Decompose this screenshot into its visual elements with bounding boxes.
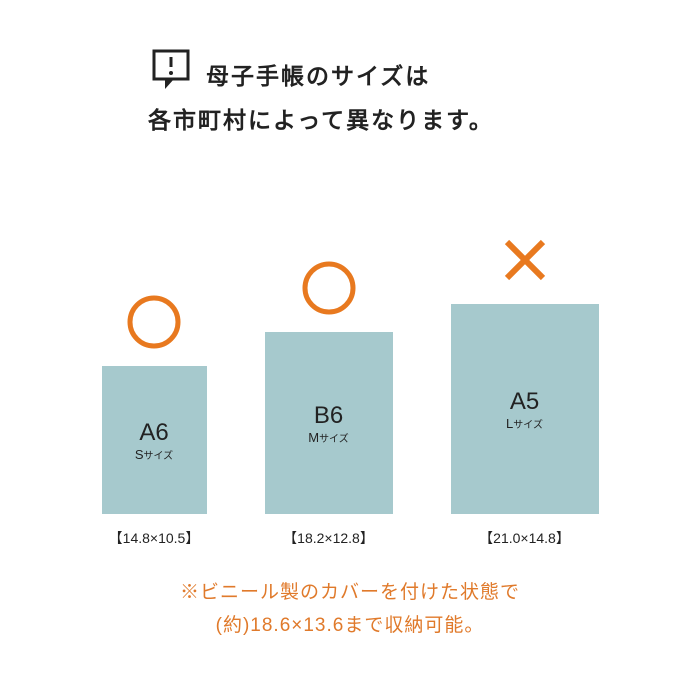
size-row: A6 Sサイズ 【14.8×10.5】 B6 Mサイズ 【18.2×12.8】 … [0,230,700,548]
footnote-line1: ※ビニール製のカバーを付けた状態で [180,582,520,603]
dims: 【18.2×12.8】 [283,528,374,548]
size-col-b6: B6 Mサイズ 【18.2×12.8】 [265,258,393,548]
card-a5: A5 Lサイズ [451,304,599,514]
dims: 【14.8×10.5】 [109,528,200,548]
card-b6: B6 Mサイズ [265,332,393,514]
card-main: B6 [314,402,343,430]
card-sub: Lサイズ [506,416,543,431]
card-sub: Mサイズ [308,430,349,445]
alert-icon [150,49,194,98]
footnote: ※ビニール製のカバーを付けた状態で (約)18.6×13.6まで収納可能。 [0,577,700,642]
card-main: A6 [139,419,168,447]
card-a6: A6 Sサイズ [102,366,207,514]
card-main: A5 [510,388,539,416]
card-sub: Sサイズ [135,447,173,462]
header-line1: 母子手帳のサイズは [206,63,430,89]
size-col-a6: A6 Sサイズ 【14.8×10.5】 [102,292,207,548]
mark-ok-icon [126,292,182,352]
mark-ng-icon [497,230,553,290]
mark-ok-icon [301,258,357,318]
footnote-line2: (約)18.6×13.6まで収納可能。 [216,615,485,636]
size-col-a5: A5 Lサイズ 【21.0×14.8】 [451,230,599,548]
dims: 【21.0×14.8】 [479,528,570,548]
header-text: 母子手帳のサイズは 各市町村によって異なります。 [206,55,494,142]
header-line2: 各市町村によって異なります。 [148,99,494,143]
